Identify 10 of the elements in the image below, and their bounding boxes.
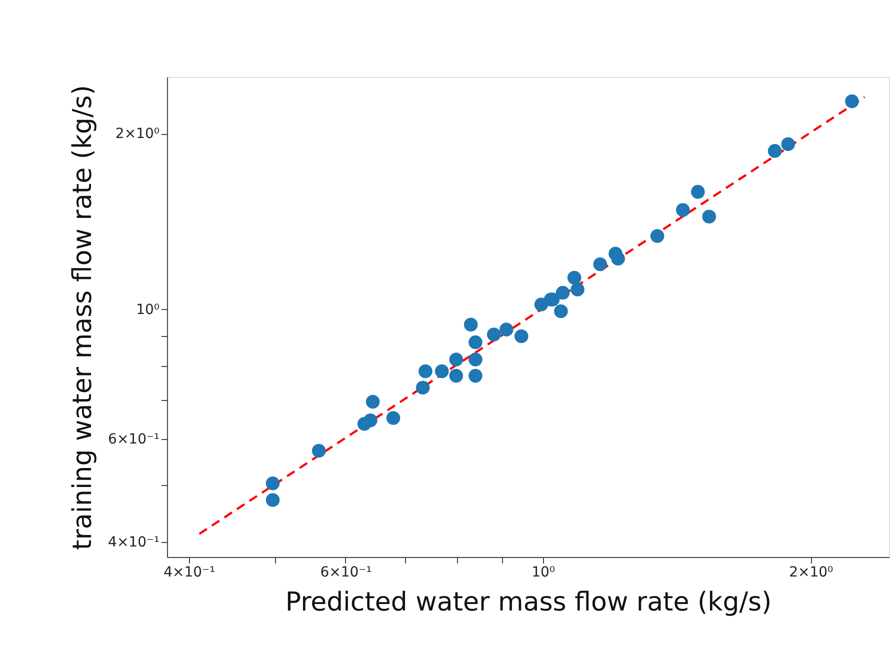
- y-tick-label: 2×10⁰: [115, 126, 160, 142]
- x-axis-title: Predicted water mass flow rate (kg/s): [285, 588, 772, 618]
- x-tick-label: 4×10⁻¹: [164, 564, 216, 580]
- x-tick-label: 10⁰: [532, 564, 556, 580]
- y-tick-label: 4×10⁻¹: [108, 534, 160, 550]
- y-tick-label: 10⁰: [136, 302, 160, 318]
- x-tick-label: 2×10⁰: [789, 564, 834, 580]
- y-axis-title: training water mass flow rate (kg/s): [68, 85, 98, 550]
- x-tick-label: 6×10⁻¹: [320, 564, 372, 580]
- y-tick-label: 6×10⁻¹: [108, 432, 160, 448]
